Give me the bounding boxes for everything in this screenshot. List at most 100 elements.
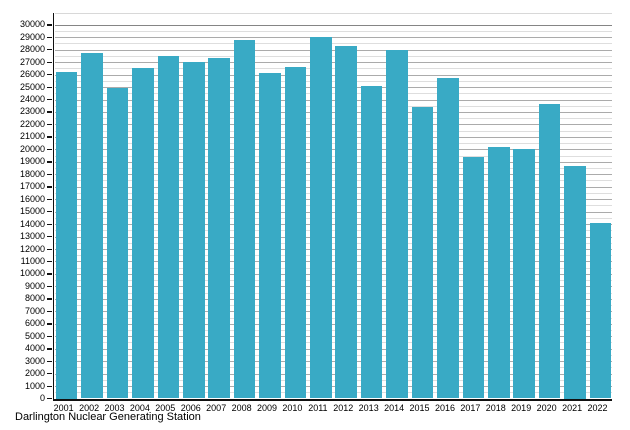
y-axis-tick-label: 24000 xyxy=(19,94,45,104)
y-axis-tick xyxy=(47,186,53,188)
x-axis-year-label: 2010 xyxy=(282,402,303,413)
x-axis-year-label: 2016 xyxy=(434,402,456,413)
gridline-minor xyxy=(54,354,612,356)
gridline-minor xyxy=(54,367,612,369)
y-axis-tick xyxy=(47,136,53,138)
y-axis-tick xyxy=(47,24,53,26)
gridline-major xyxy=(54,361,612,363)
gridline-minor xyxy=(54,280,612,282)
gridline-minor xyxy=(54,80,612,82)
x-axis-year-label: 2004 xyxy=(129,402,150,413)
gridline-major xyxy=(54,49,612,51)
gridline-minor xyxy=(54,105,612,107)
y-axis-tick xyxy=(47,111,53,113)
gridline-minor xyxy=(54,143,612,145)
y-axis-tick xyxy=(47,248,53,250)
y-axis-tick xyxy=(47,335,53,338)
gridline-minor xyxy=(54,330,612,331)
gridline-major xyxy=(54,149,612,151)
gridline-minor xyxy=(54,342,612,344)
gridline-minor xyxy=(54,217,612,219)
x-axis-year-label: 2002 xyxy=(79,402,100,413)
y-axis-tick-label: 27000 xyxy=(19,56,45,67)
gridline-minor xyxy=(54,180,612,182)
y-axis-tick-label: 25000 xyxy=(19,81,45,92)
gridline-major xyxy=(54,24,612,26)
y-axis-tick-label: 2000 xyxy=(24,368,45,379)
x-axis-year-label: 2007 xyxy=(206,402,227,413)
bar-2006 xyxy=(182,62,205,399)
x-axis-year-label: 2013 xyxy=(358,402,379,413)
gridline-major xyxy=(54,224,612,226)
y-axis-tick xyxy=(47,385,53,387)
gridline-minor xyxy=(54,68,612,70)
y-axis-tick xyxy=(47,36,53,39)
x-axis-year-label: 2008 xyxy=(231,402,252,413)
y-axis-tick xyxy=(47,61,53,63)
gridline-major xyxy=(54,62,612,64)
gridline-major xyxy=(54,323,612,325)
y-axis-tick-label: 9000 xyxy=(24,280,45,291)
y-axis-tick xyxy=(47,310,53,313)
y-axis-tick-label: 29000 xyxy=(19,31,45,42)
gridline-major xyxy=(54,87,612,88)
bar-2008 xyxy=(233,39,256,399)
x-axis-year-label: 2021 xyxy=(562,402,583,413)
gridline-minor xyxy=(54,192,612,194)
gridline-minor xyxy=(54,93,612,95)
bar-2010 xyxy=(284,67,307,399)
gridline-minor xyxy=(54,55,612,57)
y-axis-tick-label: 30000 xyxy=(19,19,45,30)
y-axis-tick xyxy=(47,198,53,200)
x-axis-year-label: 2018 xyxy=(485,402,506,413)
y-axis-tick-label: 26000 xyxy=(19,69,45,79)
bar-2005 xyxy=(157,55,180,399)
y-axis-tick xyxy=(47,223,53,225)
bar-2009 xyxy=(259,73,281,399)
bar-2015 xyxy=(411,106,434,399)
y-axis-tick-label: 20000 xyxy=(19,143,45,154)
gridline-minor xyxy=(54,43,612,45)
x-axis-year-label: 2014 xyxy=(384,402,405,413)
gridline-major xyxy=(54,373,612,375)
y-axis-tick-label: 0 xyxy=(39,393,45,403)
gridline-minor xyxy=(54,292,612,294)
y-axis-tick xyxy=(47,74,53,76)
gridline-major xyxy=(54,348,612,350)
bar-2003 xyxy=(106,88,129,399)
y-axis-tick xyxy=(47,49,53,51)
bar-2007 xyxy=(208,58,230,399)
gridline-major xyxy=(54,199,612,201)
bar-2022 xyxy=(589,222,612,399)
x-axis-year-label: 2022 xyxy=(587,402,608,413)
gridline-major xyxy=(54,211,612,213)
bar-2013 xyxy=(360,85,383,399)
x-axis-year-label: 2015 xyxy=(409,402,430,413)
y-axis-tick xyxy=(47,123,53,126)
bar-2011 xyxy=(310,37,332,399)
gridline-minor xyxy=(54,317,612,319)
gridline-minor xyxy=(54,155,612,157)
y-axis-tick-label: 28000 xyxy=(19,44,45,55)
gridline-minor xyxy=(54,230,612,232)
gridline-minor xyxy=(54,205,612,207)
plot-top-border xyxy=(54,13,612,14)
y-axis-tick-label: 23000 xyxy=(19,106,45,117)
gridline-minor xyxy=(54,118,612,120)
bar-2002 xyxy=(81,53,103,399)
y-axis-tick-label: 5000 xyxy=(24,330,45,341)
gridline-major xyxy=(54,273,612,275)
gridline-major xyxy=(54,298,612,300)
gridline-minor xyxy=(54,168,612,169)
y-axis-tick-label: 18000 xyxy=(19,168,45,179)
gridline-minor xyxy=(54,305,612,307)
bar-2019 xyxy=(513,149,536,399)
bar-2004 xyxy=(132,68,154,399)
x-axis-year-label: 2001 xyxy=(53,402,74,413)
bar-2014 xyxy=(386,49,408,399)
x-axis-year-label: 2005 xyxy=(155,402,176,413)
y-axis-tick-label: 10000 xyxy=(19,268,45,279)
y-axis-tick xyxy=(47,323,53,325)
gridline-major xyxy=(54,74,612,76)
y-axis-tick xyxy=(47,285,53,288)
